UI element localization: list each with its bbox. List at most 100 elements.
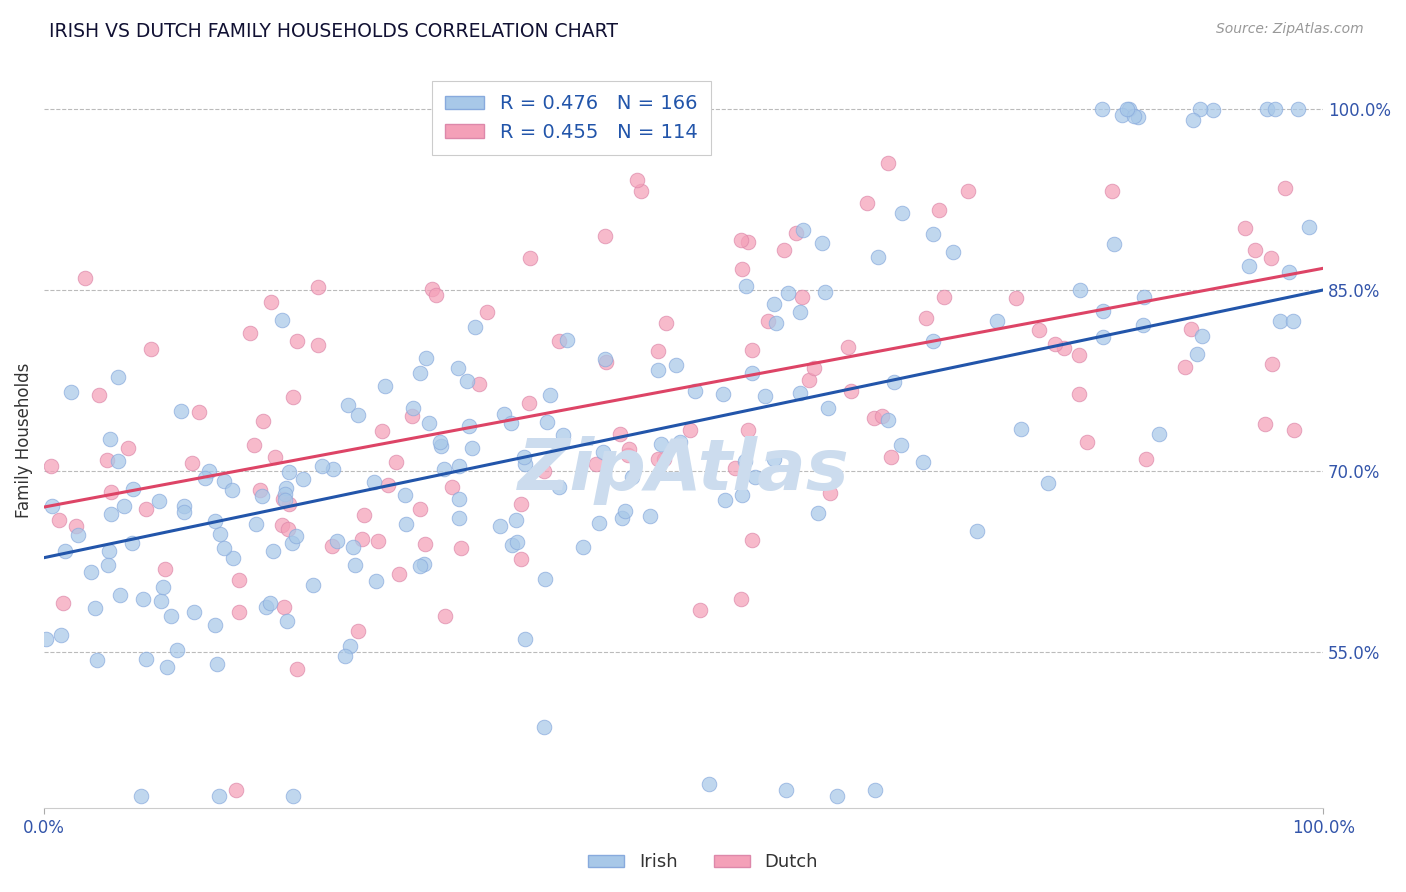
Point	[447, 361, 470, 376]
Point	[785, 227, 807, 241]
Point	[617, 448, 640, 462]
Point	[517, 396, 540, 410]
Point	[60, 385, 83, 400]
Text: Source: ZipAtlas.com: Source: ZipAtlas.com	[1216, 22, 1364, 37]
Point	[458, 419, 481, 434]
Point	[281, 535, 304, 549]
Point	[533, 464, 555, 478]
Point	[107, 454, 129, 468]
Point	[214, 474, 236, 488]
Legend: Irish, Dutch: Irish, Dutch	[581, 847, 825, 879]
Point	[225, 783, 247, 797]
Point	[260, 294, 283, 309]
Point	[488, 519, 510, 533]
Point	[1191, 329, 1213, 343]
Point	[555, 333, 578, 347]
Point	[585, 457, 607, 471]
Point	[347, 408, 370, 422]
Point	[252, 414, 274, 428]
Point	[204, 618, 226, 632]
Point	[53, 543, 76, 558]
Point	[735, 279, 758, 293]
Point	[1256, 102, 1278, 116]
Point	[48, 513, 70, 527]
Point	[183, 605, 205, 619]
Point	[135, 652, 157, 666]
Point	[756, 314, 779, 328]
Point	[803, 360, 825, 375]
Point	[449, 459, 471, 474]
Point	[713, 492, 735, 507]
Point	[595, 355, 617, 369]
Point	[339, 639, 361, 653]
Point	[1282, 314, 1305, 328]
Point	[322, 462, 344, 476]
Point	[87, 388, 110, 402]
Point	[519, 251, 541, 265]
Point	[621, 470, 644, 484]
Point	[276, 615, 298, 629]
Point	[239, 326, 262, 340]
Point	[548, 334, 571, 348]
Point	[744, 470, 766, 484]
Point	[776, 285, 799, 300]
Point	[1111, 107, 1133, 121]
Point	[181, 456, 204, 470]
Point	[301, 577, 323, 591]
Point	[1101, 185, 1123, 199]
Point	[1091, 330, 1114, 344]
Point	[262, 544, 284, 558]
Point	[562, 102, 585, 116]
Point	[1174, 359, 1197, 374]
Point	[281, 390, 304, 404]
Point	[640, 509, 662, 524]
Point	[863, 411, 886, 425]
Point	[429, 435, 451, 450]
Point	[647, 363, 669, 377]
Point	[353, 508, 375, 523]
Point	[855, 195, 877, 210]
Point	[883, 375, 905, 389]
Point	[321, 539, 343, 553]
Point	[890, 206, 912, 220]
Point	[966, 524, 988, 538]
Point	[593, 351, 616, 366]
Point	[837, 340, 859, 354]
Point	[222, 551, 245, 566]
Point	[942, 245, 965, 260]
Point	[346, 624, 368, 638]
Point	[475, 305, 498, 319]
Point	[97, 558, 120, 573]
Point	[1253, 417, 1275, 431]
Point	[922, 227, 945, 242]
Point	[1243, 243, 1265, 257]
Point	[1234, 221, 1257, 235]
Point	[208, 527, 231, 541]
Point	[281, 789, 304, 804]
Point	[1091, 102, 1114, 116]
Point	[734, 454, 756, 468]
Point	[731, 488, 754, 502]
Point	[880, 450, 903, 464]
Point	[194, 471, 217, 485]
Point	[371, 425, 394, 439]
Point	[1126, 110, 1149, 124]
Point	[335, 648, 357, 663]
Point	[614, 504, 637, 518]
Point	[839, 384, 862, 398]
Point	[914, 310, 936, 325]
Point	[385, 454, 408, 468]
Point	[1116, 102, 1139, 116]
Point	[513, 457, 536, 471]
Point	[415, 351, 437, 365]
Point	[1264, 102, 1286, 116]
Point	[188, 405, 211, 419]
Point	[49, 628, 72, 642]
Point	[921, 334, 943, 348]
Point	[647, 344, 669, 359]
Point	[730, 591, 752, 606]
Point	[592, 445, 614, 459]
Point	[1260, 251, 1282, 265]
Point	[430, 439, 453, 453]
Point	[1052, 341, 1074, 355]
